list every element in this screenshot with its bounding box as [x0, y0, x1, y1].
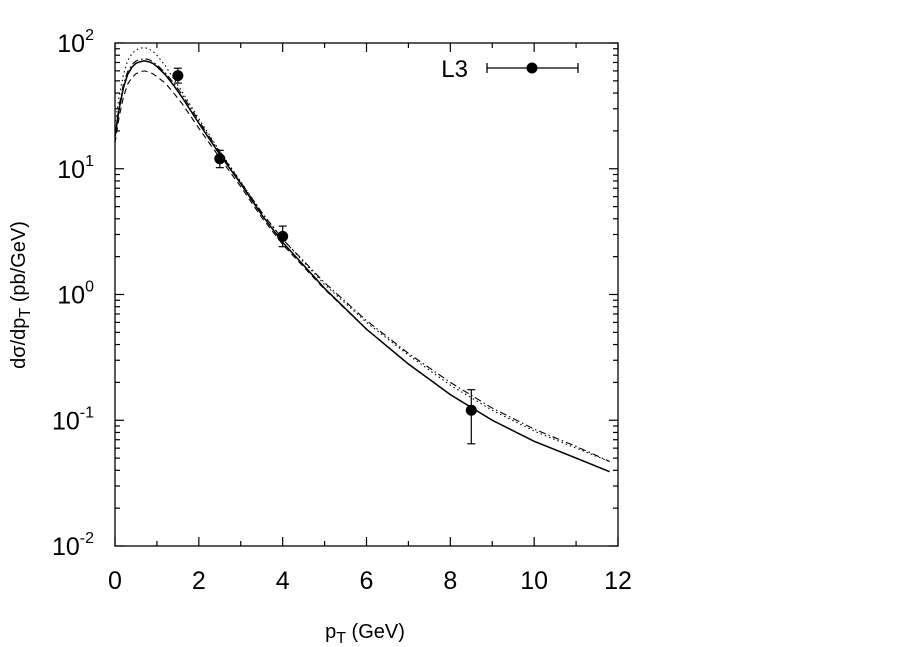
- curve-solid: [114, 60, 610, 473]
- x-tick-label-2: 4: [276, 567, 290, 595]
- legend-marker: [526, 62, 538, 74]
- legend-label-l3: L3: [441, 56, 468, 83]
- theory-curves: [114, 46, 610, 473]
- axis-ticks: [114, 42, 619, 547]
- y-axis-label: dσ/dpT (pb/GeV): [8, 221, 34, 369]
- legend: L3: [441, 56, 579, 83]
- x-tick-label-0: 0: [108, 567, 122, 595]
- x-axis-label: pT (GeV): [325, 621, 405, 647]
- x-tick-labels: 0 2 4 6 8 10 12: [108, 567, 632, 595]
- x-tick-label-5: 10: [520, 567, 548, 595]
- x-tick-label-6: 12: [604, 567, 632, 595]
- curve-dash-dot: [114, 58, 610, 462]
- data-point-0: [172, 70, 184, 82]
- l3-data-points: [172, 67, 477, 445]
- plot-frame: [114, 42, 619, 547]
- data-point-1: [214, 153, 226, 165]
- x-tick-label-3: 6: [360, 567, 374, 595]
- y-tick-label-2: 100: [57, 279, 94, 310]
- y-tick-label-4: 102: [57, 27, 94, 58]
- y-tick-label-3: 101: [57, 153, 94, 184]
- curve-dashed: [114, 70, 610, 473]
- data-point-3: [465, 404, 477, 416]
- y-tick-labels: 10-2 10-1 100 101 102: [52, 27, 94, 561]
- y-tick-label-0: 10-2: [52, 530, 94, 561]
- x-tick-label-4: 8: [443, 567, 457, 595]
- data-point-2: [277, 230, 289, 242]
- y-tick-label-1: 10-1: [52, 404, 94, 435]
- x-tick-label-1: 2: [192, 567, 206, 595]
